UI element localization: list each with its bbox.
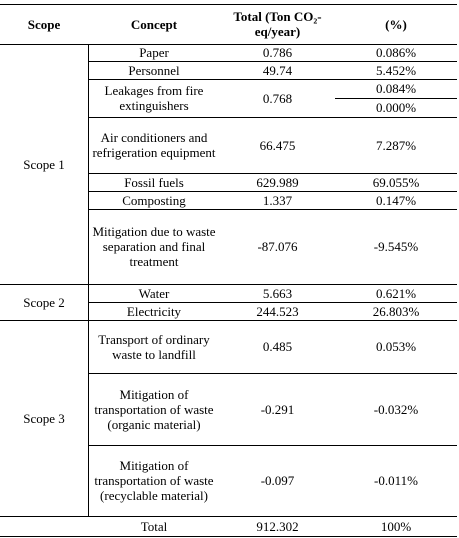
header-cell: Scope [27,16,61,32]
rule [88,61,457,62]
concept-cell: Leakages from fire extinguishers [104,83,204,113]
rule [0,44,457,45]
percent-cell: -0.032% [373,401,419,417]
percent-cell: 0.053% [375,339,417,354]
total-percent: 100% [380,518,412,534]
total-cell: 0.786 [262,45,293,60]
total-cell: 0.768 [262,90,293,106]
concept-cell: Paper [139,45,169,60]
concept-cell: Composting [122,192,186,208]
percent-cell: 5.452% [375,62,417,78]
rule [88,373,457,374]
header-cell: Concept [130,16,178,32]
percent-cell: 0.621% [375,285,417,301]
concept-cell: Water [138,285,170,301]
rule [335,98,457,99]
total-cell: -0.097 [260,473,295,488]
rule [88,445,457,446]
concept-cell: Mitigation of transportation of waste (r… [94,458,214,503]
scope-cell: Scope 2 [23,294,65,310]
percent-cell: -0.011% [374,473,418,488]
concept-cell: Air conditioners and refrigeration equip… [92,130,216,160]
concept-cell: Electricity [126,303,182,319]
rule [88,44,89,516]
percent-cell: -9.545% [373,239,419,254]
concept-cell: Transport of ordinary waste to landfill [98,331,210,362]
concept-cell: Mitigation of transportation of waste (o… [94,386,214,432]
total-cell: 49.74 [262,62,293,78]
total-value: 912.302 [256,518,299,534]
rule [88,173,457,174]
concept-cell: Fossil fuels [124,174,184,190]
rule [0,516,457,517]
concept-cell: Personnel [128,62,180,78]
total-cell: 5.663 [262,285,293,301]
total-cell: 244.523 [256,303,299,319]
rule [88,117,457,118]
total-cell: 1.337 [262,192,293,208]
scope-cell: Scope 3 [23,410,65,426]
total-label: Total [140,518,168,534]
scope-cell: Scope 1 [23,156,65,172]
rule [0,320,457,321]
total-cell: 0.485 [262,339,293,354]
rule [88,302,457,303]
rule [0,4,457,5]
percent-cell: 69.055% [372,174,420,190]
percent-cell: 0.086% [375,45,417,60]
percent-cell: 0.000% [375,100,417,115]
total-cell: -87.076 [257,239,298,254]
concept-cell: Mitigation due to waste separation and f… [92,224,216,269]
total-cell: 629.989 [256,174,299,190]
rule [88,209,457,210]
percent-cell: 26.803% [372,303,420,319]
total-cell: -0.291 [260,401,295,417]
total-cell: 66.475 [259,137,296,153]
rule [88,79,457,80]
percent-cell: 0.147% [375,192,417,208]
percent-cell: 7.287% [375,137,417,153]
header-cell: (%) [385,16,407,32]
rule [0,536,457,537]
rule [0,284,457,285]
percent-cell: 0.084% [375,81,417,96]
rule [88,191,457,192]
header-cell: Total (Ton CO₂-eq/year) [233,9,322,39]
